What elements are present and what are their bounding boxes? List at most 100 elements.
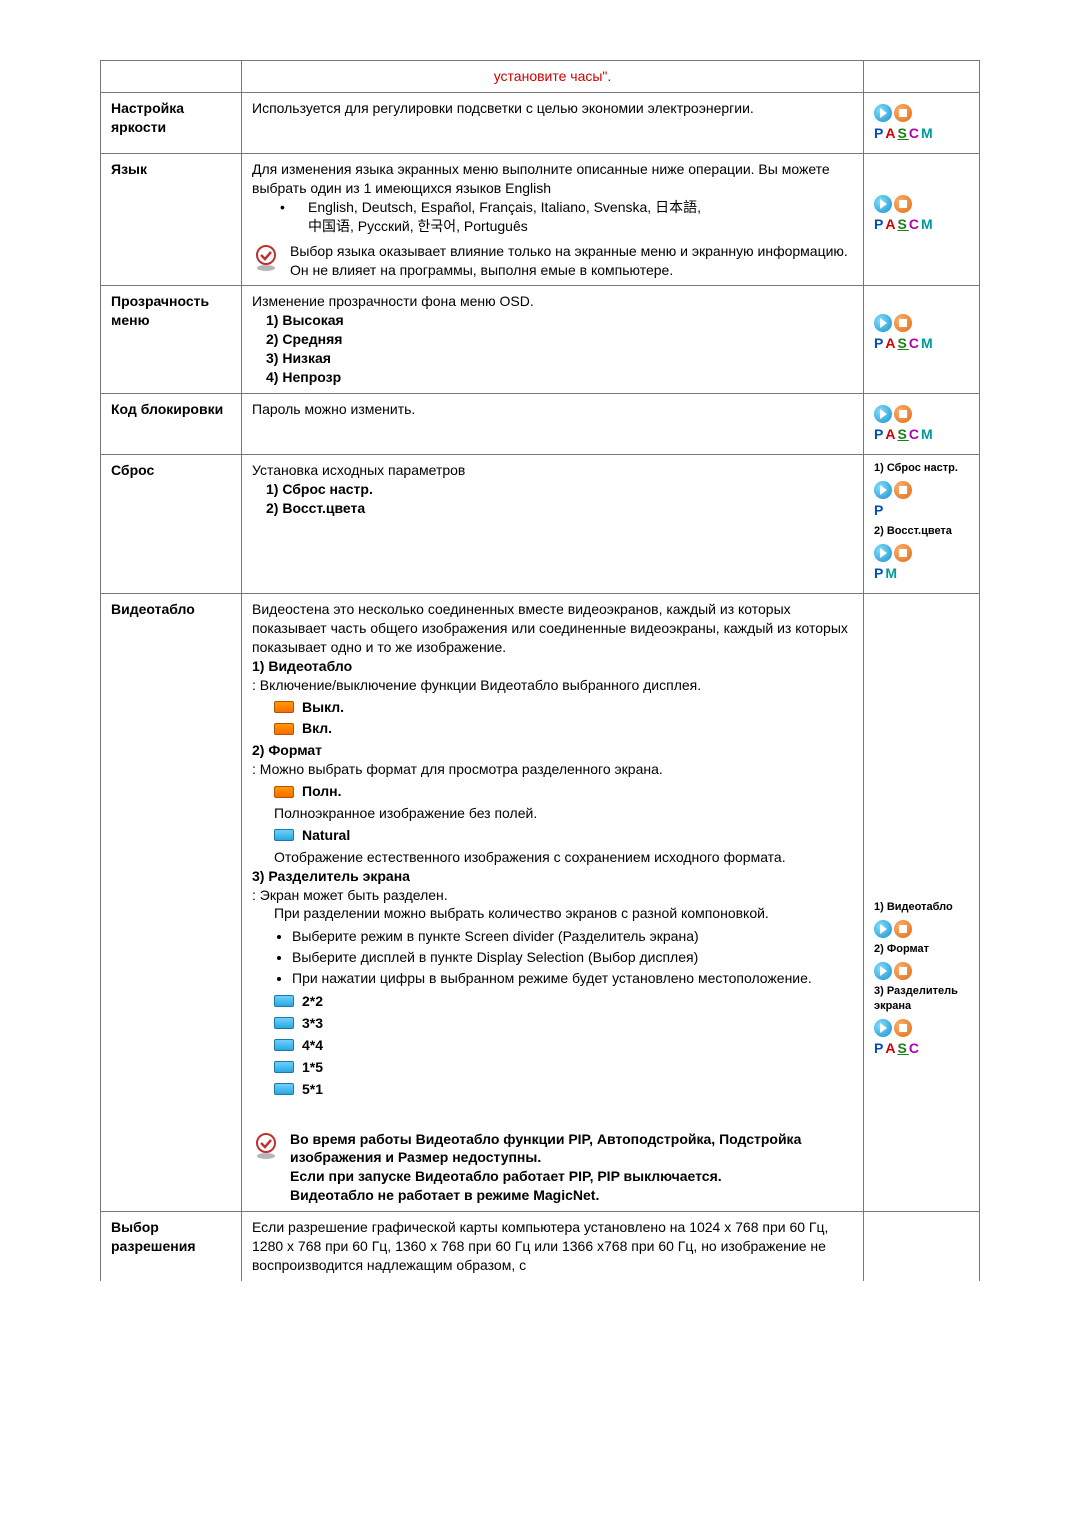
play-icon <box>874 920 892 938</box>
transparency-o2: 2) Средняя <box>252 330 853 349</box>
mode-letters: PASCM <box>874 425 969 444</box>
play-icon <box>874 314 892 332</box>
note-icon <box>252 1132 280 1160</box>
row-badge-reset: 1) Сброс настр. P 2) Восст.цвета PM <box>864 455 980 594</box>
nav-icons <box>874 480 969 499</box>
videowall-note3: Видеотабло не работает в режиме MagicNet… <box>290 1186 853 1205</box>
row-title-videowall: Видеотабло <box>101 594 242 1212</box>
videowall-h3-sub: : Экран может быть разделен. <box>252 886 853 905</box>
play-icon <box>874 962 892 980</box>
top-fragment-text: установите часы". <box>252 67 853 86</box>
mode-letters: PASCM <box>874 215 969 234</box>
stop-icon <box>894 314 912 332</box>
nav-icons <box>874 961 969 980</box>
mode-letters: PASCM <box>874 334 969 353</box>
language-list-2: 中国语, Русский, 한국어, Português <box>252 217 853 236</box>
nav-icons <box>874 312 969 331</box>
mode-letters: PASCM <box>874 124 969 143</box>
option-chip-icon <box>274 1039 294 1051</box>
nav-icons <box>874 103 969 122</box>
option-label: Natural <box>302 826 350 845</box>
stop-icon <box>894 920 912 938</box>
stop-icon <box>894 405 912 423</box>
row-desc-brightness: Используется для регулировки подсветки с… <box>242 92 864 153</box>
transparency-o4: 4) Непрозр <box>252 368 853 387</box>
nav-icons <box>874 404 969 423</box>
row-title-reset: Сброс <box>101 455 242 594</box>
stop-icon <box>894 962 912 980</box>
play-icon <box>874 195 892 213</box>
option-label: Выкл. <box>302 698 344 717</box>
cell-empty <box>101 61 242 93</box>
reset-right-1: 1) Сброс настр. <box>874 461 969 476</box>
row-title-brightness: Настройка яркости <box>101 92 242 153</box>
nav-icons <box>874 1018 969 1037</box>
language-intro: Для изменения языка экранных меню выполн… <box>252 160 853 198</box>
videowall-li2: Выберите дисплей в пункте Display Select… <box>292 948 853 967</box>
reset-text: Установка исходных параметров <box>252 461 853 480</box>
option-chip-icon <box>274 723 294 735</box>
videowall-h3: 3) Разделитель экрана <box>252 867 853 886</box>
option-label: Вкл. <box>302 719 332 738</box>
language-list-1: English, Deutsch, Español, Français, Ita… <box>252 198 853 217</box>
videowall-g44: 4*4 <box>252 1036 853 1055</box>
mode-letters: PASC <box>874 1039 969 1058</box>
row-title-lockcode: Код блокировки <box>101 393 242 454</box>
option-label: Полн. <box>302 782 342 801</box>
videowall-o1b: Вкл. <box>252 719 853 738</box>
play-icon <box>874 104 892 122</box>
videowall-o2a-desc: Полноэкранное изображение без полей. <box>252 804 853 823</box>
option-label: 3*3 <box>302 1014 323 1033</box>
stop-icon <box>894 544 912 562</box>
reset-o2: 2) Восст.цвета <box>252 499 853 518</box>
option-chip-icon <box>274 1061 294 1073</box>
option-label: 4*4 <box>302 1036 323 1055</box>
stop-icon <box>894 104 912 122</box>
mode-letters: P <box>874 501 969 520</box>
transparency-text: Изменение прозрачности фона меню OSD. <box>252 292 853 311</box>
reset-right-2: 2) Восст.цвета <box>874 524 969 539</box>
row-badge-lockcode: PASCM <box>864 393 980 454</box>
row-desc-resolution: Если разрешение графической карты компью… <box>242 1212 864 1281</box>
nav-icons <box>874 543 969 562</box>
videowall-intro: Видеостена это несколько соединенных вме… <box>252 600 853 657</box>
row-badge-transparency: PASCM <box>864 286 980 393</box>
row-title-transparency: Прозрачность меню <box>101 286 242 393</box>
videowall-h2: 2) Формат <box>252 741 853 760</box>
option-chip-icon <box>274 1017 294 1029</box>
cell-top-fragment: установите часы". <box>242 61 864 93</box>
videowall-h1-sub: : Включение/выключение функции Видеотабл… <box>252 676 853 695</box>
videowall-right-2: 2) Формат <box>874 942 969 957</box>
videowall-right-1: 1) Видеотабло <box>874 900 969 915</box>
option-chip-icon <box>274 786 294 798</box>
option-chip-icon <box>274 701 294 713</box>
row-badge-language: PASCM <box>864 154 980 286</box>
nav-icons <box>874 194 969 213</box>
option-chip-icon <box>274 995 294 1007</box>
row-desc-transparency: Изменение прозрачности фона меню OSD. 1)… <box>242 286 864 393</box>
videowall-note2: Если при запуске Видеотабло работает PIP… <box>290 1167 853 1186</box>
row-desc-language: Для изменения языка экранных меню выполн… <box>242 154 864 286</box>
videowall-g51: 5*1 <box>252 1080 853 1099</box>
videowall-note-block: Во время работы Видеотабло функции PIP, … <box>290 1130 853 1206</box>
videowall-li3: При нажатии цифры в выбранном режиме буд… <box>292 969 853 988</box>
option-label: 5*1 <box>302 1080 323 1099</box>
row-badge-videowall: 1) Видеотабло 2) Формат 3) Разделитель э… <box>864 594 980 1212</box>
row-desc-lockcode: Пароль можно изменить. <box>242 393 864 454</box>
videowall-g33: 3*3 <box>252 1014 853 1033</box>
reset-o1: 1) Сброс настр. <box>252 480 853 499</box>
settings-table: установите часы". Настройка яркости Испо… <box>100 60 980 1281</box>
play-icon <box>874 544 892 562</box>
videowall-g15: 1*5 <box>252 1058 853 1077</box>
videowall-o2b: Natural <box>252 826 853 845</box>
stop-icon <box>894 1019 912 1037</box>
nav-icons <box>874 919 969 938</box>
row-desc-reset: Установка исходных параметров 1) Сброс н… <box>242 455 864 594</box>
videowall-note1: Во время работы Видеотабло функции PIP, … <box>290 1130 853 1168</box>
videowall-steps: Выберите режим в пункте Screen divider (… <box>292 927 853 988</box>
transparency-o3: 3) Низкая <box>252 349 853 368</box>
videowall-o1a: Выкл. <box>252 698 853 717</box>
option-chip-icon <box>274 1083 294 1095</box>
option-chip-icon <box>274 829 294 841</box>
option-label: 1*5 <box>302 1058 323 1077</box>
